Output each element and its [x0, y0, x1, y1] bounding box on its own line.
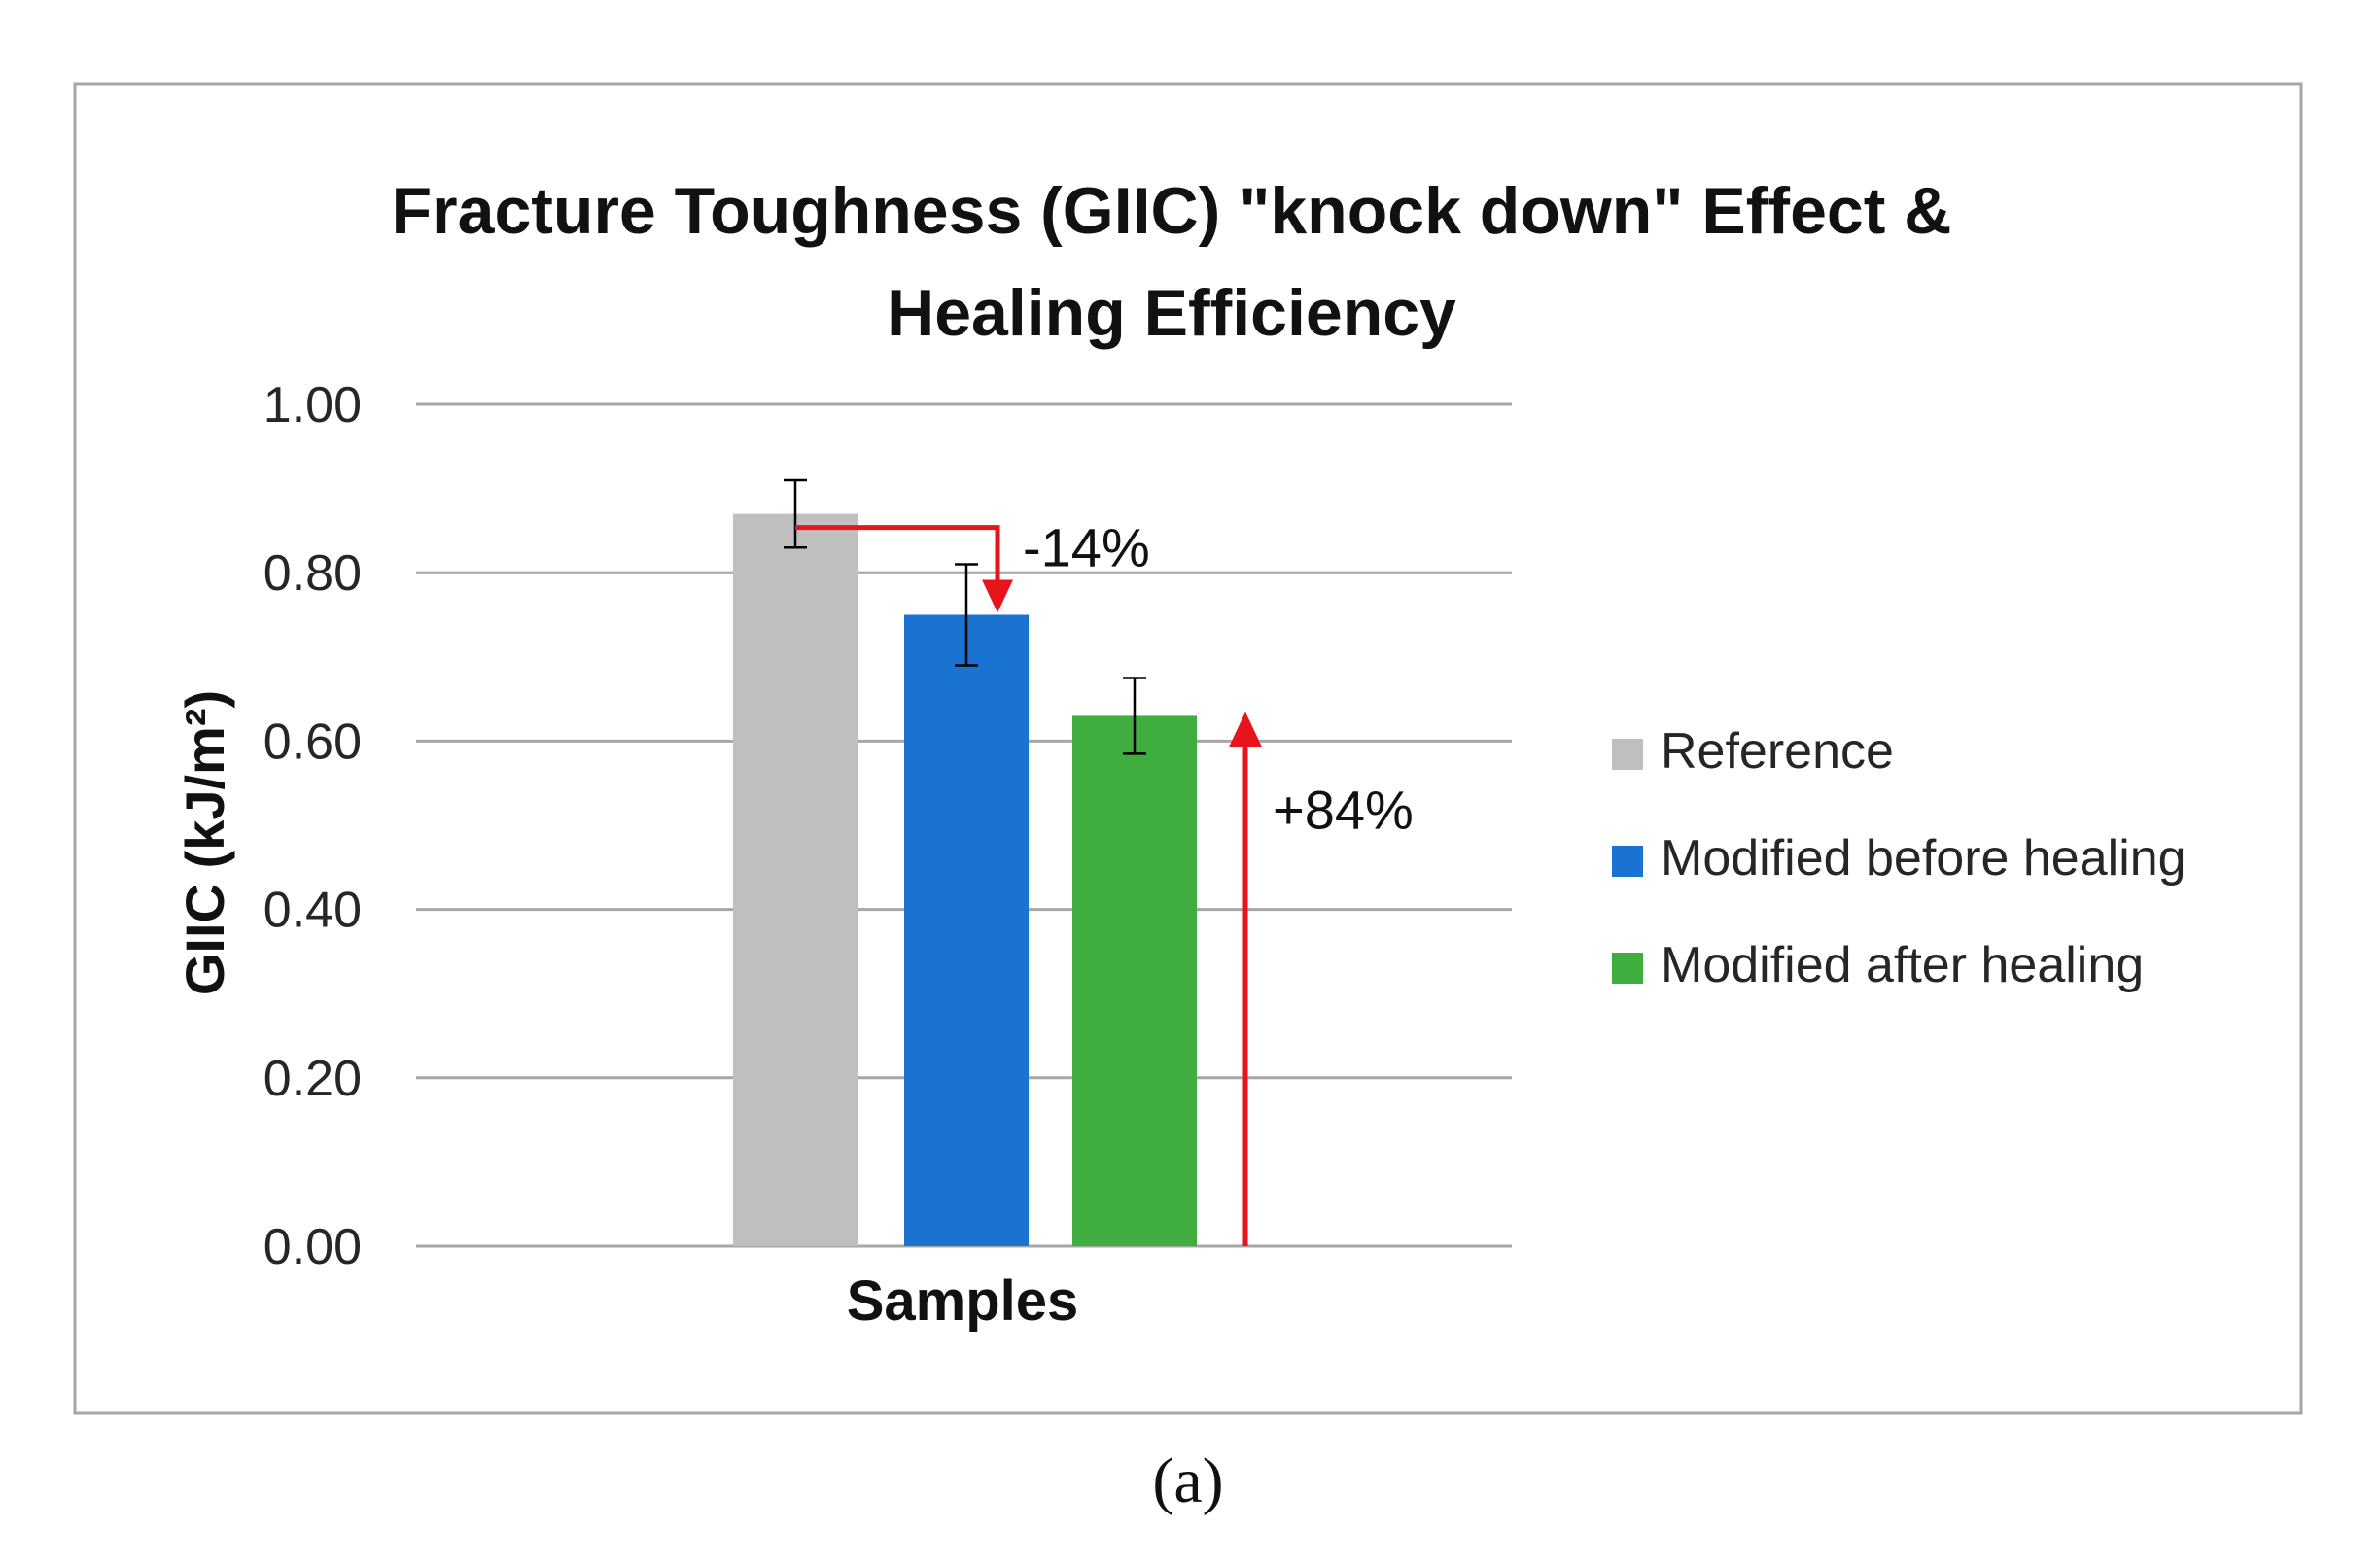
bar	[904, 614, 1029, 1246]
increase-arrow-head	[1229, 712, 1262, 747]
y-tick-label: 0.60	[263, 713, 362, 770]
figure-caption: (a)	[1152, 1445, 1223, 1516]
legend-label: Reference	[1661, 723, 1894, 780]
y-tick-label: 0.40	[263, 883, 362, 939]
y-axis-label: GIIC (kJ/m²)	[174, 690, 235, 995]
increase-annotation-label: +84%	[1273, 779, 1414, 840]
legend-label: Modified before healing	[1661, 830, 2187, 886]
legend-swatch	[1612, 739, 1643, 770]
annotations: -14% +84%	[795, 517, 1414, 1246]
bar	[1072, 715, 1197, 1246]
decrease-arrow-line	[795, 525, 1000, 584]
chart-title-line-2: Healing Efficiency	[887, 276, 1456, 350]
y-tick-label: 0.20	[263, 1051, 362, 1107]
error-bars	[784, 478, 1146, 755]
y-tick-label: 0.80	[263, 545, 362, 602]
x-axis-label: Samples	[847, 1269, 1079, 1333]
legend-label: Modified after healing	[1661, 937, 2144, 993]
decrease-annotation-label: -14%	[1023, 517, 1150, 578]
gridlines	[416, 402, 1512, 1248]
legend-swatch	[1612, 953, 1643, 984]
decrease-arrow-head	[982, 579, 1013, 613]
bar	[733, 513, 858, 1246]
chart-title-line-1: Fracture Toughness (GIIC) "knock down" E…	[392, 174, 1952, 248]
y-tick-label: 0.00	[263, 1219, 362, 1275]
legend: Reference Modified before healing Modified…	[1612, 723, 2187, 993]
y-tick-label: 1.00	[263, 377, 362, 434]
y-tick-labels: 0.00 0.20 0.40 0.60 0.80 1.00	[263, 377, 362, 1275]
bars	[733, 513, 1197, 1246]
legend-swatch	[1612, 846, 1643, 877]
